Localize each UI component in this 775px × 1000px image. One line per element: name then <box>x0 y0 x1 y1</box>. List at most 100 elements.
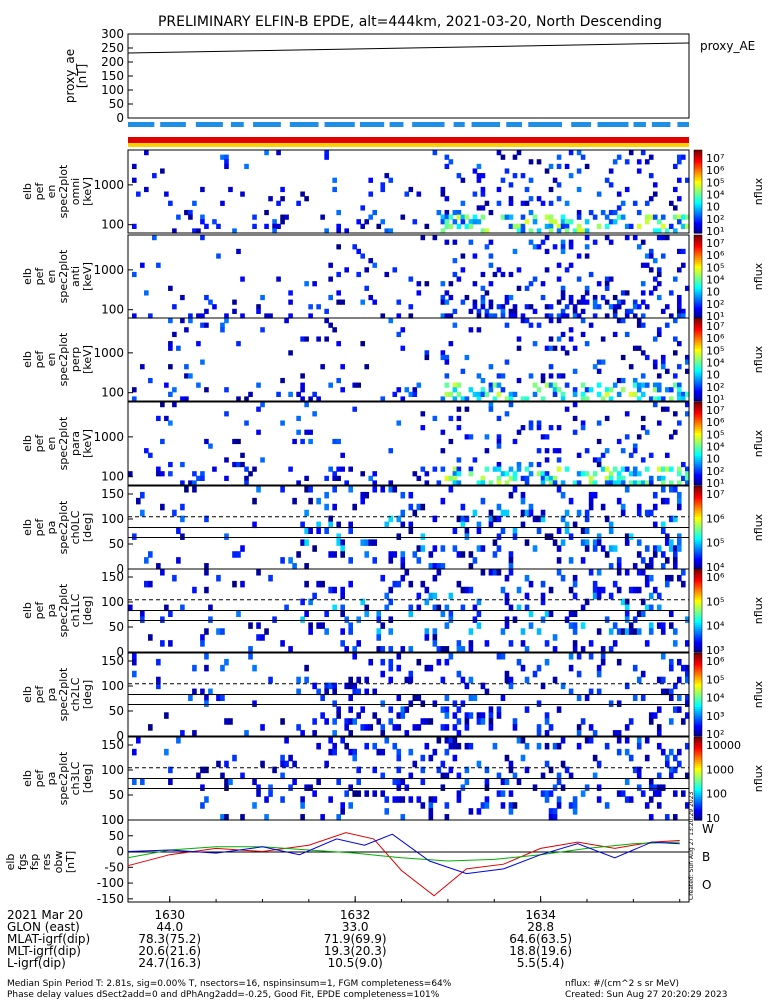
spectrogram-cell <box>457 796 462 803</box>
spectrogram-cell <box>340 300 345 305</box>
spectrogram-cell <box>212 219 217 224</box>
spectrogram-cell <box>665 467 670 472</box>
colorbar-label: nflux <box>752 513 765 541</box>
spectrogram-cell <box>553 178 558 183</box>
spectrogram-cell <box>545 267 550 272</box>
spectrogram-cell <box>324 628 329 635</box>
spectrogram-cell <box>204 387 209 392</box>
spectrogram-cell <box>421 802 426 809</box>
ephemeris-value: 24.7(16.3) <box>138 956 201 970</box>
spectrogram-cell <box>264 210 269 215</box>
spectrogram-cell <box>268 790 273 797</box>
colorbar-tick-label: 10⁴ <box>706 441 725 454</box>
spectrogram-cell <box>180 295 185 300</box>
spectrogram-cell <box>380 187 385 192</box>
spectrogram-cell <box>400 706 405 713</box>
spectrogram-cell <box>445 196 450 201</box>
spectrogram-cell <box>469 434 474 439</box>
spectrogram-cell <box>557 373 562 378</box>
spectrogram-cell <box>324 528 329 535</box>
colorbar-tick-label: 10⁵ <box>706 261 724 274</box>
spectrogram-cell <box>589 272 594 277</box>
spectrogram-cell <box>681 581 686 588</box>
spectrogram-cell <box>653 364 658 369</box>
spectrogram-cell <box>669 575 674 582</box>
spectrogram-cell <box>597 539 602 546</box>
spectrogram-cell <box>501 215 506 220</box>
spectrogram-cell <box>621 448 626 453</box>
colorbar-label: nflux <box>752 345 765 373</box>
spectrogram-cell <box>208 300 213 305</box>
spectrogram-cell <box>168 420 173 425</box>
spectrogram-cell <box>533 545 538 552</box>
spectrogram-cell <box>593 581 598 588</box>
spectrogram-cell <box>585 784 590 791</box>
spectrogram-cell <box>537 159 542 164</box>
spectrogram-cell <box>489 718 494 725</box>
fgs-tick-label: -150 <box>97 892 124 906</box>
spectrogram-cell <box>457 706 462 713</box>
spectrogram-cell <box>605 416 610 421</box>
ephemeris-value: 10.5(9.0) <box>328 956 383 970</box>
spectrogram-cell <box>469 551 474 558</box>
status-bar-dash <box>196 122 223 127</box>
spectrogram-cell <box>344 790 349 797</box>
spectrogram-cell <box>593 304 598 309</box>
spectrogram-cell <box>192 201 197 206</box>
spectrogram-cell <box>513 724 518 731</box>
spectrogram-ytick-label: 50 <box>109 620 124 634</box>
spectrogram-cell <box>625 796 630 803</box>
spectrogram-cell <box>296 677 301 684</box>
spectrogram-cell <box>461 700 466 707</box>
spectrogram-cell <box>549 346 554 351</box>
spectrogram-cell <box>360 253 365 258</box>
spectrogram-cell <box>629 718 634 725</box>
spectrogram-cell <box>465 355 470 360</box>
spectrogram-cell <box>256 304 261 309</box>
spectrogram-cell <box>549 364 554 369</box>
spectrogram-cell <box>332 476 337 481</box>
spectrogram-cell <box>545 790 550 797</box>
spectrogram-cell <box>453 545 458 552</box>
spectrogram-cell <box>529 196 534 201</box>
spectrogram-cell <box>465 724 470 731</box>
spectrogram-cell <box>665 581 670 588</box>
spectrogram-cell <box>657 593 662 600</box>
spectrogram-cell <box>521 628 526 635</box>
spectrogram-cell <box>505 323 510 328</box>
spectrogram-cell <box>465 215 470 220</box>
spectrogram-cell <box>633 616 638 623</box>
spectrogram-cell <box>384 272 389 277</box>
spectrogram-cell <box>160 569 165 576</box>
spectrogram-cell <box>356 677 361 684</box>
spectrogram-cell <box>144 581 149 588</box>
spectrogram-cell <box>461 253 466 258</box>
spectrogram-cell <box>457 215 462 220</box>
spectrogram-cell <box>673 187 678 192</box>
spectrogram-cell <box>633 444 638 449</box>
spectrogram-ylabel-line: [keV] <box>81 177 94 206</box>
spectrogram-cell <box>529 281 534 286</box>
spectrogram-cell <box>220 628 225 635</box>
spectrogram-cell <box>441 706 446 713</box>
spectrogram-cell <box>328 383 333 388</box>
spectrogram-cell <box>260 402 265 407</box>
spectrogram-cell <box>332 587 337 594</box>
spectrogram-cell <box>404 192 409 197</box>
spectrogram-cell <box>388 178 393 183</box>
spectrogram-cell <box>625 434 630 439</box>
spectrogram-cell <box>308 528 313 535</box>
spectrogram-cell <box>332 187 337 192</box>
spectrogram-cell <box>677 304 682 309</box>
spectrogram-cell <box>561 215 566 220</box>
spectrogram-cell <box>421 533 426 540</box>
spectrogram-cell <box>140 611 145 618</box>
spectrogram-cell <box>449 215 454 220</box>
spectrogram-cell <box>417 290 422 295</box>
spectrogram-cell <box>677 498 682 505</box>
spectrogram-cell <box>228 187 233 192</box>
spectrogram-cell <box>641 695 646 702</box>
spectrogram-cell <box>396 332 401 337</box>
spectrogram-cell <box>413 510 418 517</box>
spectrogram-cell <box>573 387 578 392</box>
